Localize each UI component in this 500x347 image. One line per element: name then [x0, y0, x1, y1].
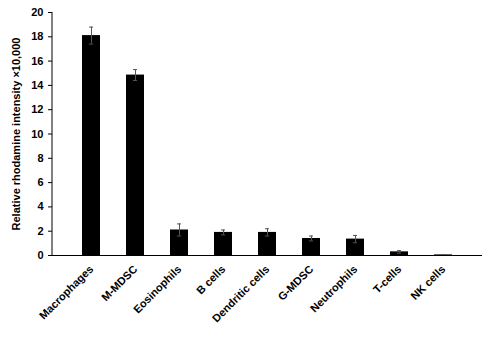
- svg-text:Neutrophils: Neutrophils: [308, 263, 360, 315]
- svg-text:14: 14: [31, 79, 44, 91]
- svg-text:NK cells: NK cells: [408, 263, 447, 302]
- svg-text:Dendritic cells: Dendritic cells: [210, 263, 272, 325]
- svg-text:20: 20: [31, 6, 43, 18]
- svg-text:G-MDSC: G-MDSC: [275, 263, 315, 303]
- svg-text:0: 0: [37, 249, 43, 261]
- svg-text:M-MDSC: M-MDSC: [99, 263, 139, 303]
- svg-text:12: 12: [31, 103, 43, 115]
- svg-text:6: 6: [37, 176, 43, 188]
- svg-text:Macrophages: Macrophages: [37, 263, 96, 322]
- svg-text:16: 16: [31, 55, 43, 67]
- svg-text:10: 10: [31, 128, 43, 140]
- svg-text:2: 2: [37, 225, 43, 237]
- svg-text:4: 4: [37, 200, 44, 212]
- svg-text:18: 18: [31, 30, 43, 42]
- svg-text:8: 8: [37, 152, 43, 164]
- svg-text:Relative rhodamine intensity ×: Relative rhodamine intensity ×10,000: [10, 38, 22, 231]
- svg-text:Eosinophils: Eosinophils: [131, 263, 184, 316]
- svg-text:T-cells: T-cells: [371, 263, 404, 296]
- svg-text:B cells: B cells: [194, 263, 228, 297]
